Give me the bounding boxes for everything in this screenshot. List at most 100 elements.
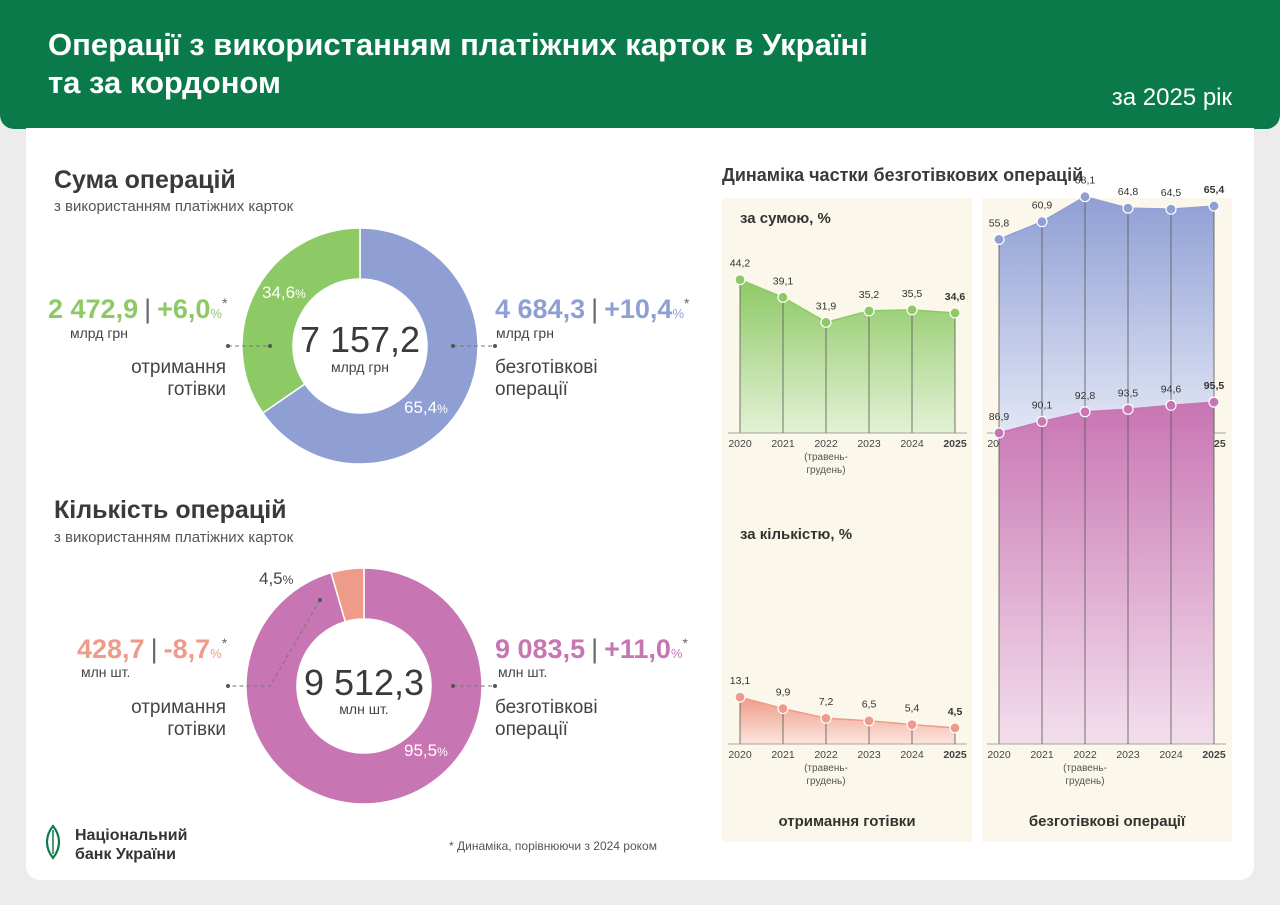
count-cash-chart: 13,1 2020 9,9 2021 7,2 2022 6,5 2023 5,4 2024 4,5 2… bbox=[728, 675, 967, 787]
sum-cash-point bbox=[863, 305, 875, 317]
sum-cash-point bbox=[734, 274, 746, 286]
count-cashless-point bbox=[1122, 403, 1134, 415]
count-cash-label-2: готівки bbox=[167, 719, 226, 740]
sum-cash-tick-label: 2025 bbox=[943, 438, 967, 450]
logo-line-2: банк України bbox=[75, 846, 176, 863]
count-cashless-chart: 86,9 2020 90,1 2021 92,8 2022 93,5 2023 94,6 2024… bbox=[987, 380, 1226, 787]
by-sum-label: за сумою, % bbox=[740, 210, 831, 227]
sum-cash-data-label: 44,2 bbox=[730, 258, 751, 270]
count-cashless-tick-label: 2025 bbox=[1202, 749, 1226, 761]
sum-subheading: з використанням платіжних карток bbox=[54, 198, 294, 215]
count-cash-point bbox=[906, 719, 918, 731]
count-cash-line bbox=[739, 696, 956, 729]
count-cashless-line bbox=[998, 401, 1215, 434]
count-cashless-data-label: 86,9 bbox=[989, 411, 1010, 423]
count-cash-area bbox=[740, 697, 955, 744]
sum-cashless-point bbox=[1122, 202, 1134, 214]
sum-cash-tick-label: 2024 bbox=[900, 438, 924, 450]
sum-donut bbox=[241, 227, 479, 465]
sum-cash-chart: 44,2 2020 39,1 2021 31,9 2022 35,2 2023 35,5 2024… bbox=[728, 258, 967, 476]
sum-cash-slice bbox=[241, 227, 361, 414]
count-cash-share: 4,5% bbox=[259, 569, 294, 588]
sum-cash-tick-label: 2021 bbox=[771, 438, 795, 450]
sum-cash-point bbox=[777, 291, 789, 303]
count-cashless-point bbox=[1208, 396, 1220, 408]
sum-cash-line bbox=[739, 278, 956, 324]
count-cashless-data-label: 94,6 bbox=[1161, 383, 1182, 395]
page-title: Операції з використанням платіжних карто… bbox=[48, 27, 868, 100]
sum-cash-tick-label: 2023 bbox=[857, 438, 881, 450]
count-cash-point bbox=[949, 722, 961, 734]
sum-heading: Сума операцій bbox=[54, 166, 236, 194]
count-cashless-point bbox=[1165, 399, 1177, 411]
count-cashless-note-1: (травень- bbox=[1063, 763, 1107, 774]
sum-cash-unit: млрд грн bbox=[70, 325, 128, 341]
sum-cashless-label-2: операції bbox=[495, 379, 569, 400]
count-cash-label-1: отримання bbox=[131, 697, 226, 718]
count-cash-unit: млн шт. bbox=[81, 664, 130, 680]
count-donut bbox=[245, 567, 483, 805]
count-cash-note-2: грудень) bbox=[806, 776, 845, 787]
sum-cashless-data-label: 60,9 bbox=[1032, 200, 1053, 212]
count-cashless-tick-label: 2021 bbox=[1030, 749, 1054, 761]
count-cashless-label-2: операції bbox=[495, 719, 569, 740]
sum-cash-data-label: 39,1 bbox=[773, 275, 794, 287]
count-cash-tick-label: 2025 bbox=[943, 749, 967, 761]
count-cashless-data-label: 93,5 bbox=[1118, 387, 1139, 399]
sum-cashless-point bbox=[1036, 216, 1048, 228]
count-cashless-value: 9 083,5 | +11,0%* bbox=[495, 634, 689, 664]
sum-cashless-point bbox=[1208, 200, 1220, 212]
sum-cashless-point bbox=[993, 233, 1005, 245]
sum-cash-value: 2 472,9 | +6,0%* bbox=[48, 294, 228, 324]
sum-cashless-data-label: 65,4 bbox=[1204, 184, 1225, 196]
header-banner: Операції з використанням платіжних карто… bbox=[0, 0, 1280, 129]
count-cash-data-label: 6,5 bbox=[862, 699, 877, 711]
sum-cashless-data-label: 55,8 bbox=[989, 217, 1010, 229]
sum-cashless-data-label: 68,1 bbox=[1075, 175, 1096, 187]
count-cash-data-label: 9,9 bbox=[776, 687, 791, 699]
count-subheading: з використанням платіжних карток bbox=[54, 529, 294, 546]
sum-cash-tick-label: 2020 bbox=[728, 438, 752, 450]
count-cash-tick-label: 2021 bbox=[771, 749, 795, 761]
by-count-label: за кількістю, % bbox=[740, 526, 852, 543]
count-cashless-tick-label: 2022 bbox=[1073, 749, 1097, 761]
sum-cashless-area bbox=[999, 196, 1214, 433]
count-cash-data-label: 4,5 bbox=[948, 706, 963, 718]
sum-cash-point bbox=[949, 307, 961, 319]
sum-cash-label-1: отримання bbox=[131, 357, 226, 378]
sum-total-unit: млрд грн bbox=[331, 359, 389, 375]
count-cash-slice bbox=[330, 567, 365, 623]
sum-cash-label-2: готівки bbox=[167, 379, 226, 400]
count-cash-leader bbox=[228, 599, 321, 687]
count-cashless-data-label: 95,5 bbox=[1204, 380, 1225, 392]
period-label: за 2025 рік bbox=[1111, 84, 1232, 111]
sum-cash-point bbox=[906, 304, 918, 316]
count-cashless-point bbox=[1036, 415, 1048, 428]
count-cashless-unit: млн шт. bbox=[498, 664, 547, 680]
sum-cashless-unit: млрд грн bbox=[496, 325, 554, 341]
sum-cashless-data-label: 64,5 bbox=[1161, 187, 1182, 199]
sum-cash-data-label: 35,2 bbox=[859, 289, 880, 301]
sum-cashless-point bbox=[1165, 203, 1177, 215]
count-cashless-data-label: 92,8 bbox=[1075, 390, 1096, 402]
count-cash-tick-label: 2022 bbox=[814, 749, 838, 761]
nbu-logo: Національний банк України bbox=[45, 824, 187, 863]
count-cash-tick-label: 2024 bbox=[900, 749, 924, 761]
count-cash-point bbox=[863, 715, 875, 727]
count-cash-tick-label: 2023 bbox=[857, 749, 881, 761]
count-total-unit: млн шт. bbox=[339, 701, 388, 717]
count-cash-data-label: 5,4 bbox=[905, 703, 920, 715]
sum-total: 7 157,2 bbox=[300, 319, 420, 360]
sum-cash-share: 34,6% bbox=[262, 283, 306, 302]
count-cash-value: 428,7 | -8,7%* bbox=[77, 634, 228, 664]
sum-cash-point bbox=[820, 316, 832, 328]
count-heading: Кількість операцій bbox=[54, 496, 287, 524]
count-cashless-tick-label: 2023 bbox=[1116, 749, 1140, 761]
count-total: 9 512,3 bbox=[304, 662, 424, 703]
sum-cashless-data-label: 64,8 bbox=[1118, 186, 1139, 198]
count-cashless-area bbox=[999, 402, 1214, 744]
area-charts: 44,2 2020 39,1 2021 31,9 2022 35,2 2023 35,5 2024… bbox=[728, 175, 1226, 787]
count-cash-data-label: 13,1 bbox=[730, 675, 751, 687]
sum-cash-note-1: (травень- bbox=[804, 452, 848, 463]
sum-cash-note-2: грудень) bbox=[806, 465, 845, 476]
